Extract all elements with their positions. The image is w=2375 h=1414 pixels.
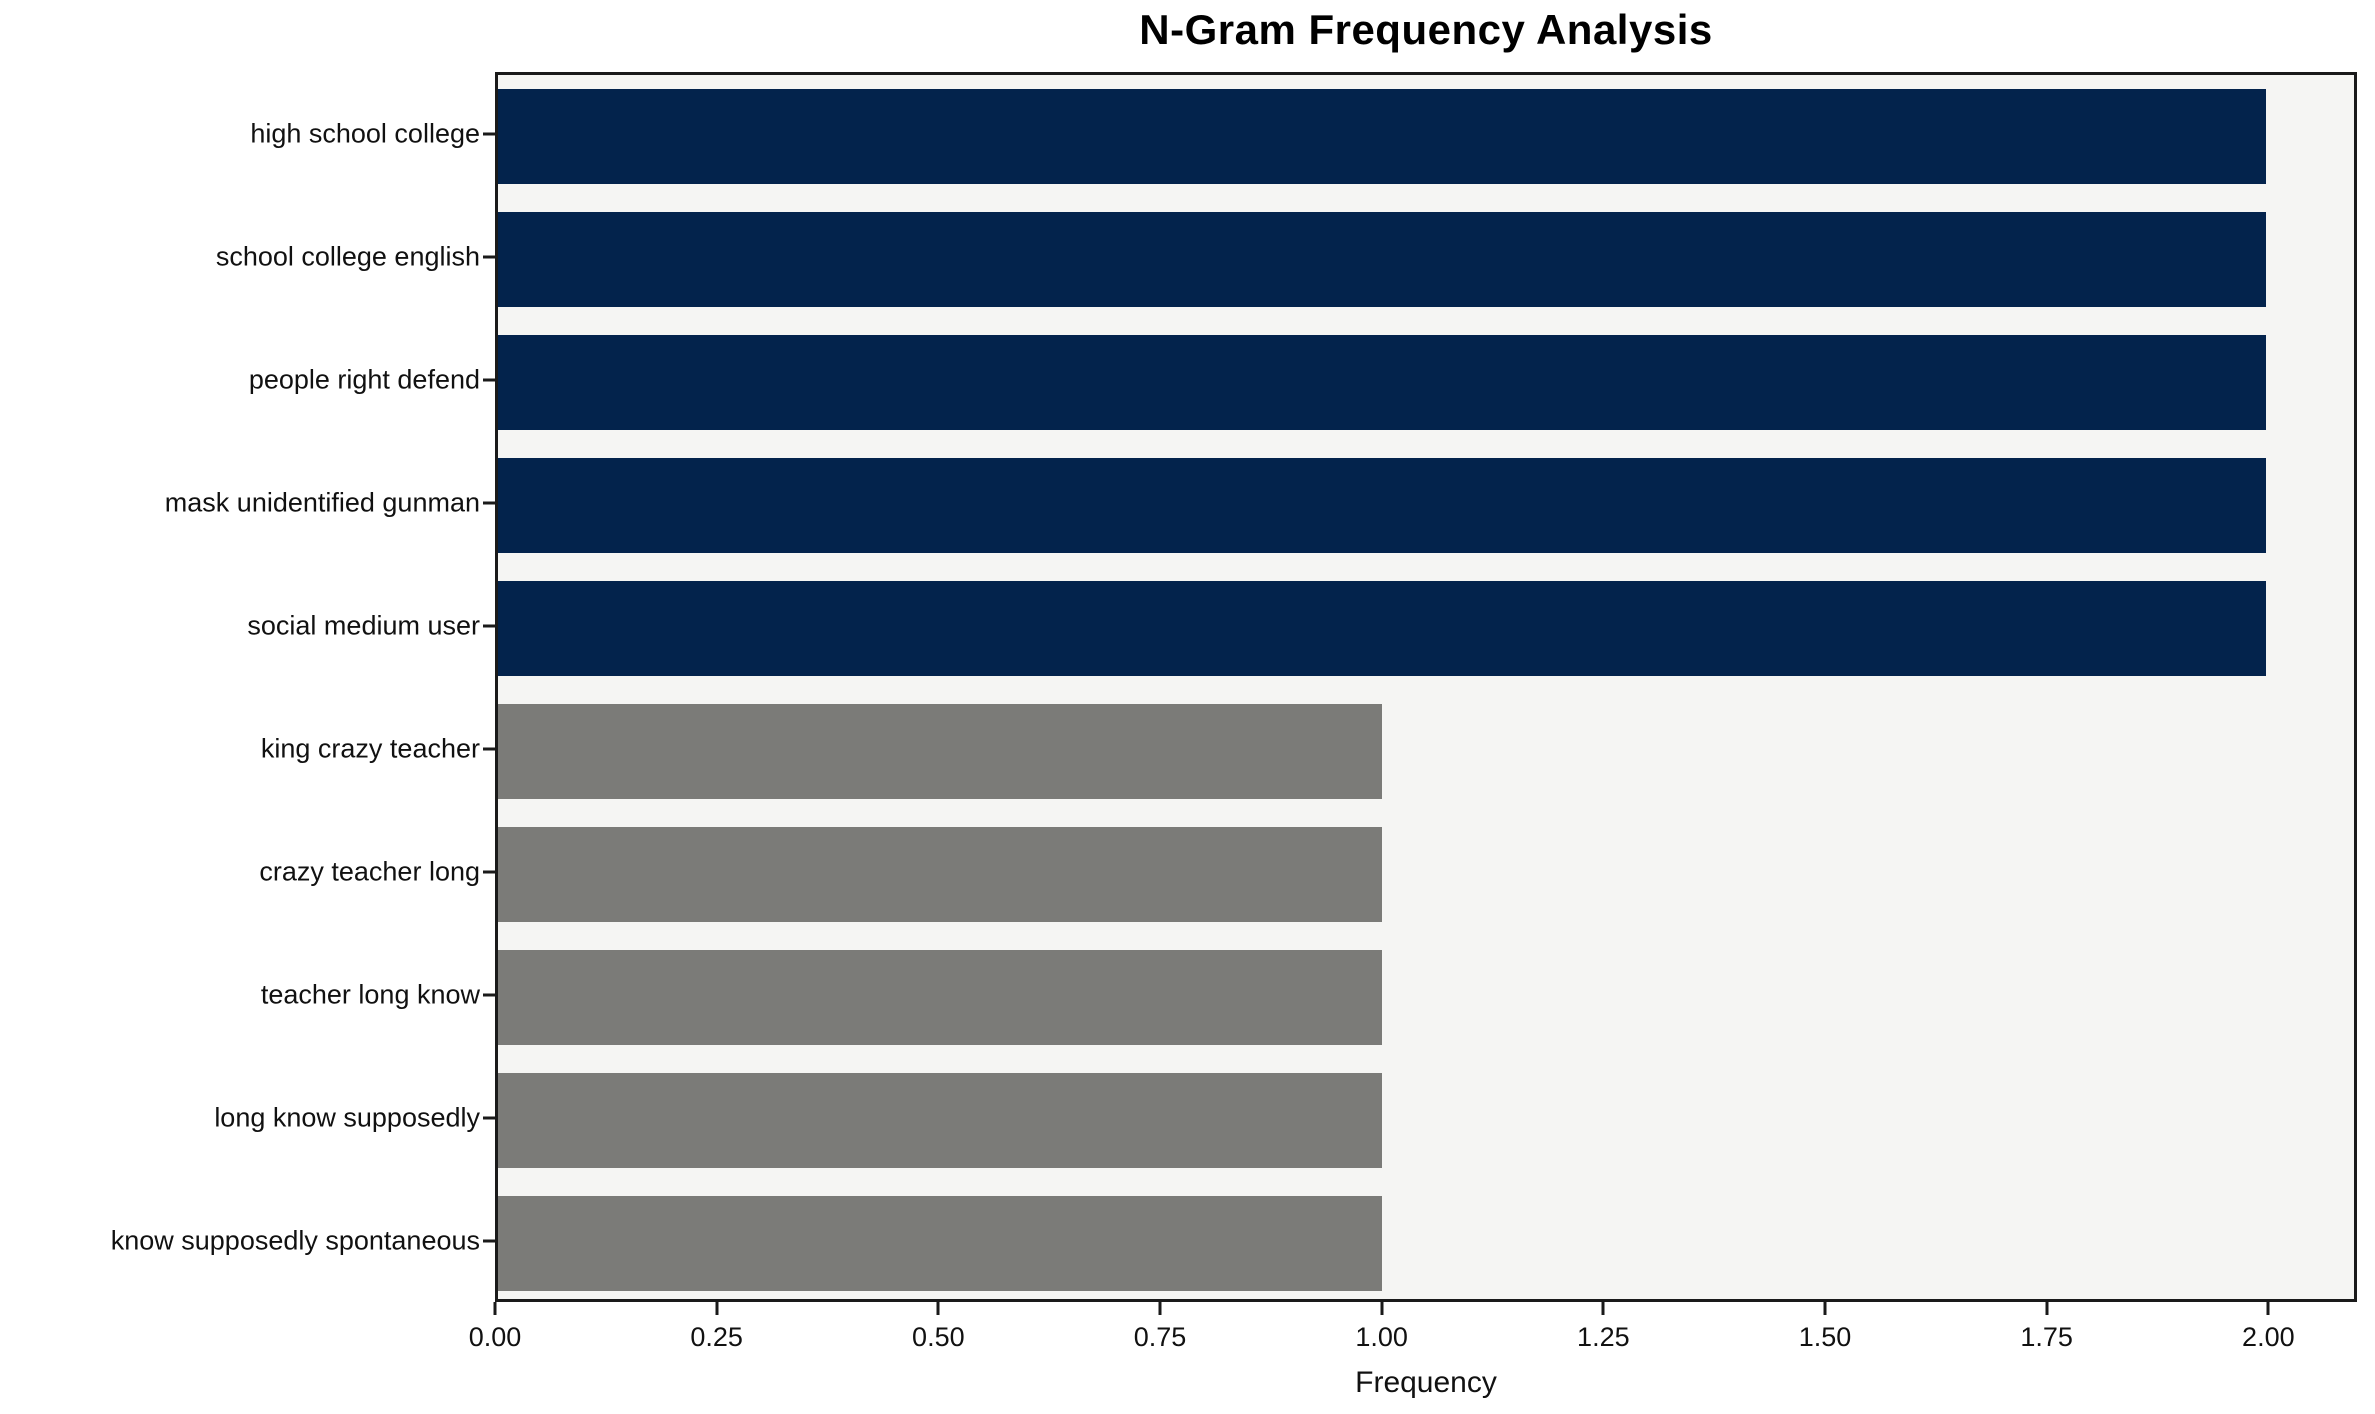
- x-tick-mark: [2266, 1302, 2270, 1315]
- x-tick-label: 1.00: [1355, 1322, 1408, 1352]
- y-tick-mark: [483, 993, 495, 996]
- x-tick-mark: [1601, 1302, 1605, 1315]
- x-tick-mark: [493, 1302, 497, 1315]
- x-tick-label: 0.75: [1133, 1322, 1187, 1352]
- y-tick-mark: [483, 1116, 495, 1119]
- bar: [498, 335, 2266, 430]
- bar: [498, 212, 2266, 307]
- y-tick-label: crazy teacher long: [259, 856, 480, 886]
- y-tick-label: long know supposedly: [214, 1102, 480, 1132]
- x-axis-label: Frequency: [1355, 1366, 1497, 1399]
- x-tick-label: 2.00: [2242, 1322, 2295, 1352]
- y-tick-label: mask unidentified gunman: [164, 487, 480, 517]
- x-tick-mark: [1158, 1302, 1162, 1315]
- bar: [498, 950, 1382, 1045]
- x-tick-mark: [936, 1302, 940, 1315]
- y-tick-label: school college english: [215, 241, 480, 271]
- bar: [498, 1196, 1382, 1291]
- bar: [498, 1073, 1382, 1168]
- y-tick-mark: [483, 132, 495, 135]
- y-tick-mark: [483, 747, 495, 750]
- y-tick-mark: [483, 1239, 495, 1242]
- y-tick-mark: [483, 255, 495, 258]
- y-tick-label: king crazy teacher: [260, 733, 480, 763]
- x-tick-mark: [2045, 1302, 2049, 1315]
- y-tick-mark: [483, 501, 495, 504]
- y-tick-mark: [483, 378, 495, 381]
- x-tick-label: 0.00: [468, 1322, 522, 1352]
- x-tick-mark: [1380, 1302, 1384, 1315]
- y-tick-mark: [483, 870, 495, 873]
- chart-title: N-Gram Frequency Analysis: [1139, 6, 1713, 53]
- x-tick-mark: [715, 1302, 719, 1315]
- x-tick-label: 0.25: [690, 1322, 743, 1352]
- x-tick-label: 1.25: [1577, 1322, 1630, 1352]
- y-tick-label: people right defend: [248, 364, 480, 394]
- bar: [498, 458, 2266, 553]
- y-tick-label: teacher long know: [260, 979, 480, 1009]
- y-tick-label: social medium user: [247, 610, 480, 640]
- x-tick-label: 1.75: [2020, 1322, 2073, 1352]
- y-tick-label: high school college: [250, 118, 480, 148]
- plot-area: [495, 72, 2357, 1302]
- bar: [498, 581, 2266, 676]
- y-tick-label: know supposedly spontaneous: [110, 1225, 480, 1255]
- y-tick-mark: [483, 624, 495, 627]
- x-tick-label: 1.50: [1798, 1322, 1852, 1352]
- bar: [498, 827, 1382, 922]
- bar: [498, 89, 2266, 184]
- x-tick-label: 0.50: [912, 1322, 965, 1352]
- x-tick-mark: [1823, 1302, 1827, 1315]
- bar: [498, 704, 1382, 799]
